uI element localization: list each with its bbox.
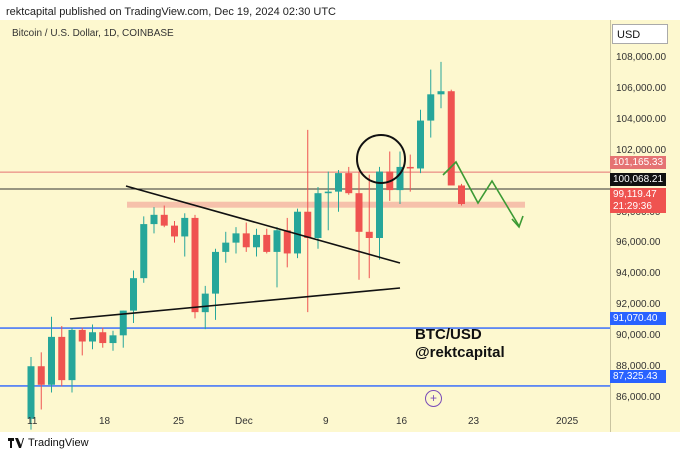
candle-body: [99, 332, 107, 344]
candle-body: [109, 335, 117, 344]
candle-body: [253, 234, 260, 248]
countdown-label: 21:29:36: [610, 200, 666, 213]
y-tick: 96,000.00: [616, 237, 661, 248]
y-tick: 104,000.00: [616, 114, 667, 125]
projection-arrow-icon: [511, 215, 524, 229]
candle-body: [263, 234, 271, 252]
chart-annotation: BTC/USD @rektcapital: [415, 326, 505, 362]
y-tick: 106,000.00: [616, 83, 667, 94]
price-axis[interactable]: [610, 20, 680, 432]
lower-trendline: [69, 287, 401, 320]
candle-body: [314, 193, 322, 238]
candle-body: [417, 120, 424, 169]
candle-body: [181, 217, 189, 237]
candle-body: [406, 166, 414, 169]
candle-body: [365, 231, 373, 238]
candle-body: [242, 233, 250, 248]
candle-body: [355, 193, 363, 232]
x-tick: 9: [323, 416, 329, 427]
candle-body: [130, 278, 137, 311]
candle-body: [78, 329, 86, 342]
x-tick: Dec: [235, 416, 253, 427]
annotation-author: @rektcapital: [415, 344, 505, 361]
footer-brand: TradingView: [28, 437, 89, 449]
candle-body: [58, 336, 66, 381]
y-tick: 102,000.00: [616, 145, 667, 156]
candle-body: [324, 191, 332, 194]
candle-body: [304, 211, 312, 238]
publish-header: rektcapital published on TradingView.com…: [6, 6, 336, 18]
candle-body: [212, 251, 219, 294]
candle-body: [89, 332, 96, 342]
candle-body: [37, 366, 45, 385]
candle-body: [294, 211, 301, 254]
currency-button[interactable]: USD: [612, 24, 668, 44]
y-tick: 94,000.00: [616, 268, 661, 279]
candle-body: [201, 293, 209, 313]
y-tick: 90,000.00: [616, 330, 661, 341]
candle-body: [345, 173, 353, 194]
candle-body: [48, 336, 55, 385]
candle-body: [160, 214, 168, 226]
candle-body: [437, 91, 445, 95]
tradingview-logo-icon: [8, 438, 24, 448]
x-tick: 2025: [556, 416, 579, 427]
projection-path: [442, 160, 520, 227]
candle-body: [447, 91, 455, 186]
candle-body: [171, 225, 178, 237]
x-tick: 18: [99, 416, 111, 427]
x-tick: 25: [173, 416, 185, 427]
price-label-current: 99,119.47: [610, 188, 666, 201]
x-tick: 11: [27, 416, 38, 427]
footer: TradingView: [8, 437, 89, 449]
breakout-circle: [356, 134, 406, 184]
plot-canvas[interactable]: [0, 20, 610, 432]
candle-body: [140, 224, 148, 279]
price-label-91070: 91,070.40: [610, 312, 666, 325]
y-tick: 92,000.00: [616, 299, 661, 310]
candle-body: [150, 214, 158, 225]
price-label-87325: 87,325.43: [610, 370, 666, 383]
y-tick: 86,000.00: [616, 392, 661, 403]
candle-body: [283, 230, 291, 254]
resistance-zone: [127, 201, 525, 208]
candle-body: [27, 366, 35, 419]
y-tick: 108,000.00: [616, 52, 667, 63]
upper-trendline: [125, 185, 401, 264]
y-tick: 88,000.00: [616, 361, 661, 372]
candle-body: [376, 171, 383, 238]
chart-area[interactable]: Bitcoin / U.S. Dollar, 1D, COINBASE USD …: [0, 20, 680, 432]
candle-body: [273, 230, 281, 252]
candle-body: [222, 242, 230, 252]
candle-body: [427, 94, 435, 121]
candle-body: [191, 217, 199, 313]
candle-body: [119, 310, 127, 336]
price-label-last: 100,068.21: [610, 173, 666, 186]
price-label-101165: 101,165.33: [610, 156, 666, 169]
x-tick: 23: [468, 416, 480, 427]
symbol-title: Bitcoin / U.S. Dollar, 1D, COINBASE: [12, 28, 174, 39]
candle-body: [335, 173, 342, 192]
candle-body: [68, 329, 76, 381]
candle-body: [458, 185, 465, 205]
candle-body: [232, 233, 240, 243]
plus-circle-icon[interactable]: +: [425, 390, 442, 407]
candle-body: [396, 166, 404, 191]
annotation-pair: BTC/USD: [415, 326, 482, 343]
x-tick: 16: [396, 416, 408, 427]
